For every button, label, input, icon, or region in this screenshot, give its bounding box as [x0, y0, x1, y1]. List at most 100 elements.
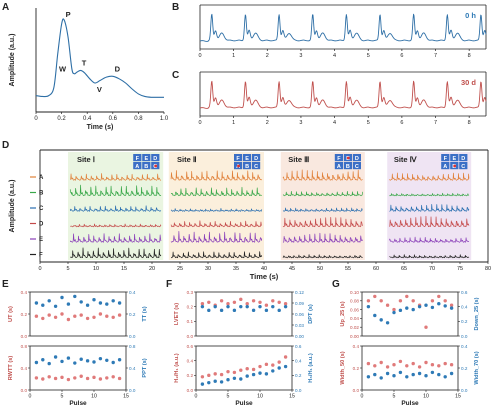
left-series-point	[117, 313, 122, 317]
x-tick-label: 0	[195, 394, 198, 400]
left-series-point	[271, 299, 275, 303]
sensor-cell-label: D	[153, 156, 157, 162]
left-series-point	[232, 370, 237, 375]
waveform-annotation: T	[82, 58, 87, 67]
x-tick-label: 4	[333, 120, 336, 126]
sensor-cell-label: A	[135, 164, 139, 170]
right-series-point	[117, 358, 122, 362]
left-series-point	[251, 299, 256, 303]
pulse-series-line	[199, 80, 487, 109]
right-series-point	[251, 308, 256, 313]
right-y-tick-label: 0.6	[295, 344, 302, 349]
left-series-point	[105, 376, 109, 380]
right-series-point	[277, 366, 281, 370]
left-series-point	[411, 361, 415, 366]
waveform-annotation: P	[66, 10, 71, 19]
sensor-marker	[453, 164, 457, 168]
left-series-point	[85, 376, 90, 381]
right-series-point	[60, 295, 64, 300]
right-series-point	[411, 372, 415, 377]
left-series-point	[34, 314, 39, 318]
right-y-tick-label: 0.0	[129, 388, 136, 393]
right-y-tick-label: 0.12	[295, 290, 304, 295]
panel-letter-a: A	[2, 2, 9, 13]
right-series-point	[207, 308, 211, 313]
right-series-point	[366, 375, 371, 379]
sensor-cell-label: F	[337, 156, 341, 162]
right-series-point	[424, 303, 428, 307]
x-tick-label: 7	[434, 120, 437, 126]
x-tick-label: 5	[393, 394, 396, 400]
x-tick-label: 50	[317, 266, 323, 272]
right-y-tick-label: 0.03	[295, 323, 304, 328]
right-series-point	[392, 374, 396, 378]
x-axis-title: Time (s)	[87, 124, 114, 131]
left-series-point	[73, 376, 77, 380]
y-axis-title: Amplitude (a.u.)	[9, 34, 16, 87]
left-series-point	[53, 315, 58, 319]
x-tick-label: 5	[227, 394, 230, 400]
left-y-tick-label: 0.08	[350, 299, 359, 304]
right-series-point	[66, 356, 71, 360]
right-y-tick-label: 0.2	[461, 366, 468, 371]
sensor-cell	[142, 154, 151, 162]
sensor-cell-label: D	[461, 156, 465, 162]
left-y-tick-label: 0.2	[353, 366, 360, 371]
left-series-point	[105, 314, 109, 318]
x-tick-label: 10	[93, 266, 99, 272]
left-y-tick-label: 0.4	[187, 358, 194, 363]
right-y-tick-label: 0.0	[129, 334, 136, 339]
x-tick-label: 25	[177, 266, 183, 272]
x-tick-label: 5	[66, 266, 69, 272]
right-series-point	[251, 372, 256, 377]
panel-letter-b: B	[172, 2, 179, 13]
channel-series-line	[170, 208, 263, 212]
pulse-series-line	[199, 13, 487, 42]
x-tick-label: 7	[434, 53, 437, 59]
left-series-point	[60, 312, 64, 316]
left-y-axis-title: RWTT (s)	[8, 356, 14, 381]
right-series-point	[79, 300, 83, 304]
right-series-point	[73, 294, 77, 299]
left-y-tick-label: 0.02	[350, 325, 359, 330]
left-series-point	[424, 325, 428, 329]
left-y-tick-label: 0.2	[187, 373, 194, 378]
right-series-point	[105, 358, 109, 362]
sensor-cell-label: A	[443, 164, 447, 170]
left-series-point	[79, 313, 83, 317]
left-y-axis-title: LVET (s)	[174, 303, 180, 325]
right-series-point	[34, 360, 39, 365]
channel-series-line	[389, 172, 470, 181]
sensor-cell-label: E	[452, 156, 456, 162]
x-tick-label: 65	[401, 266, 407, 272]
left-series-point	[437, 364, 441, 368]
panel-letter-c: C	[172, 70, 179, 81]
sensor-cell-label: B	[346, 164, 350, 170]
right-series-point	[443, 375, 447, 379]
right-series-point	[411, 307, 415, 312]
x-tick-label: 20	[149, 266, 155, 272]
right-series-point	[41, 303, 45, 307]
left-series-point	[111, 375, 115, 379]
sensor-cell	[252, 162, 261, 170]
left-series-point	[271, 363, 275, 367]
sensor-cell-label: B	[144, 164, 148, 170]
left-series-point	[373, 364, 377, 368]
x-tick-label: 1.0	[160, 116, 169, 122]
right-series-point	[245, 374, 249, 378]
channel-series-line	[389, 204, 470, 212]
left-series-point	[373, 294, 377, 299]
left-series-point	[264, 303, 269, 307]
right-series-point	[379, 318, 383, 322]
right-y-tick-label: 0.6	[461, 290, 468, 295]
x-tick-label: 60	[373, 266, 379, 272]
left-y-tick-label: 0.3	[187, 290, 194, 295]
waveform-annotation: D	[115, 64, 121, 73]
left-series-point	[245, 302, 249, 306]
x-tick-label: 0	[198, 53, 201, 59]
channel-series-line	[70, 223, 162, 228]
right-y-tick-label: 0.06	[295, 312, 304, 317]
right-series-point	[392, 310, 396, 315]
right-series-point	[105, 302, 109, 306]
